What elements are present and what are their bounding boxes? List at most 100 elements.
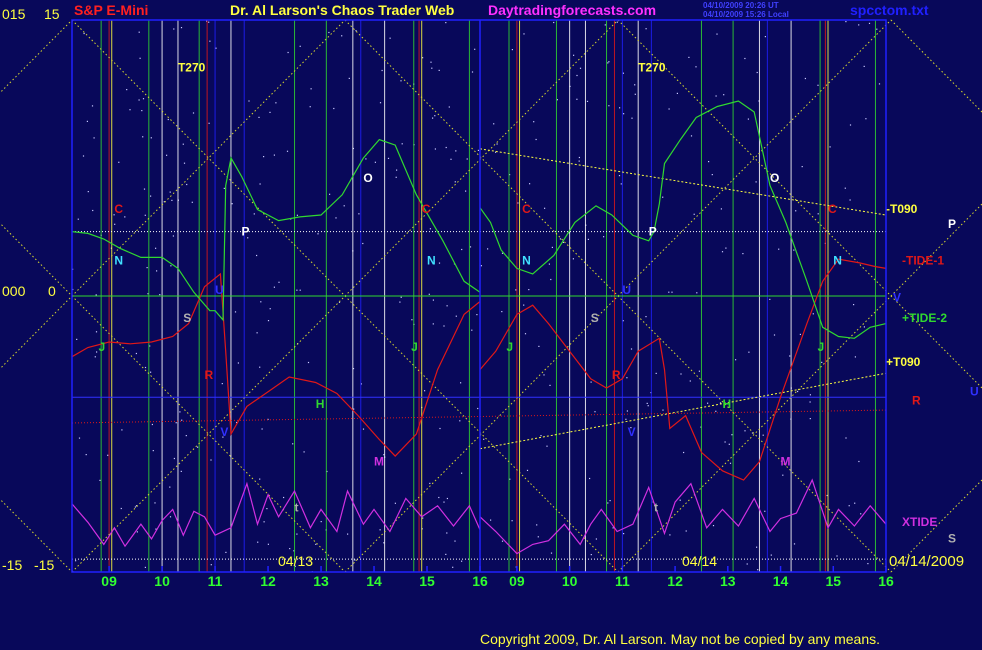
star-dot	[603, 236, 605, 238]
star-dot	[562, 241, 564, 243]
star-dot	[526, 469, 529, 471]
star-dot	[540, 435, 542, 437]
star-dot	[263, 156, 265, 158]
star-dot	[863, 65, 865, 67]
star-dot	[273, 286, 275, 288]
star-dot	[362, 428, 365, 430]
star-dot	[135, 352, 137, 355]
star-dot	[793, 249, 795, 251]
star-dot	[622, 72, 624, 74]
star-dot	[257, 541, 259, 543]
right-label-tide2: +TIDE-2	[902, 311, 947, 325]
star-dot	[352, 368, 355, 370]
x-tick-label: 15	[419, 573, 435, 589]
star-dot	[528, 289, 530, 291]
star-dot	[690, 135, 693, 137]
x-tick-label: 11	[208, 573, 223, 589]
star-dot	[448, 106, 450, 108]
star-dot	[225, 551, 227, 553]
star-dot	[76, 338, 78, 340]
star-dot	[626, 377, 628, 379]
star-dot	[438, 262, 441, 264]
star-dot	[209, 40, 211, 42]
star-dot	[493, 123, 495, 125]
star-dot	[630, 348, 633, 350]
star-dot	[191, 201, 193, 203]
star-dot	[469, 246, 472, 248]
star-dot	[858, 460, 860, 463]
star-dot	[170, 265, 172, 267]
star-dot	[747, 118, 749, 120]
star-dot	[154, 502, 156, 504]
star-dot	[622, 320, 624, 322]
star-dot	[296, 533, 298, 535]
star-dot	[529, 183, 531, 185]
star-dot	[631, 117, 633, 119]
star-dot	[197, 446, 199, 448]
marker-c: C	[522, 202, 531, 216]
y-label-outer-mid: 000	[2, 283, 26, 299]
star-dot	[607, 62, 609, 64]
star-dot	[142, 136, 144, 138]
star-dot	[159, 294, 161, 296]
star-dot	[876, 28, 878, 30]
star-dot	[533, 121, 535, 123]
marker-s: S	[183, 311, 191, 325]
star-dot	[248, 100, 250, 102]
star-dot	[645, 316, 647, 318]
star-dot	[461, 560, 463, 562]
star-dot	[126, 89, 128, 91]
star-dot	[289, 548, 291, 550]
star-dot	[460, 382, 462, 384]
marker-h: H	[723, 397, 732, 411]
star-dot	[91, 105, 94, 107]
star-dot	[524, 333, 527, 335]
star-dot	[348, 77, 350, 79]
star-dot	[480, 265, 482, 267]
star-dot	[623, 113, 625, 115]
star-dot	[550, 552, 553, 554]
star-dot	[461, 248, 463, 251]
star-dot	[680, 373, 682, 375]
star-dot	[537, 536, 539, 538]
star-dot	[590, 381, 592, 383]
star-dot	[854, 356, 856, 358]
marker-c: C	[422, 202, 431, 216]
star-dot	[169, 486, 171, 488]
copyright-notice: Copyright 2009, Dr. Al Larson. May not b…	[480, 631, 880, 647]
star-dot	[845, 21, 847, 23]
star-dot	[729, 462, 732, 464]
star-dot	[231, 203, 233, 205]
star-dot	[466, 158, 468, 160]
star-dot	[439, 427, 441, 430]
star-dot	[586, 100, 589, 102]
star-dot	[183, 162, 186, 164]
star-dot	[171, 199, 173, 201]
star-dot	[536, 524, 538, 526]
star-dot	[152, 450, 154, 452]
star-dot	[744, 57, 746, 60]
star-dot	[253, 213, 255, 215]
star-dot	[550, 278, 552, 281]
star-dot	[374, 161, 376, 163]
star-dot	[429, 228, 431, 230]
star-dot	[136, 531, 138, 533]
y-label-bottom: -15	[34, 557, 54, 573]
star-dot	[411, 319, 413, 321]
star-dot	[721, 251, 724, 253]
star-dot	[757, 569, 759, 571]
series-tide-1-day2	[479, 258, 887, 481]
star-dot	[490, 519, 492, 521]
right-label-v: V	[893, 291, 901, 305]
marker-j: J	[411, 340, 418, 354]
star-dot	[459, 420, 461, 422]
x-tick-label: 14	[773, 573, 789, 589]
star-dot	[259, 366, 261, 368]
star-dot	[166, 154, 168, 156]
star-dot	[82, 155, 85, 157]
star-dot	[124, 216, 126, 218]
star-dot	[169, 516, 172, 518]
star-dot	[307, 361, 310, 364]
star-dot	[429, 482, 431, 484]
marker-n: N	[833, 254, 842, 268]
